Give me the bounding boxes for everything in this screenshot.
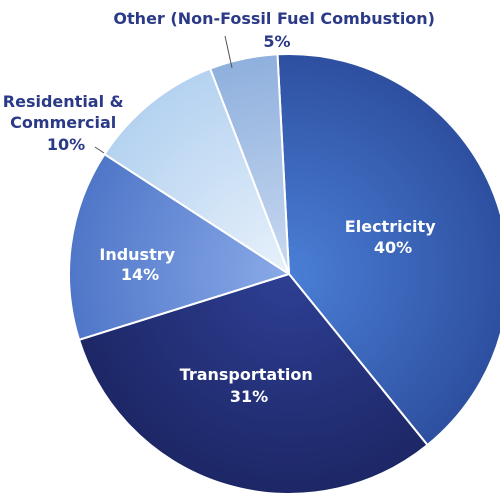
label-other: Other (Non-Fossil Fuel Combustion) 5% (113, 9, 440, 51)
label-residential-line1: Residential & (3, 92, 124, 111)
pie-slice-transportation (78, 273, 429, 495)
label-electricity-name: Electricity (345, 217, 436, 236)
label-residential-commercial: Residential & Commercial 10% (3, 92, 129, 154)
label-electricity-value: 40% (374, 238, 412, 257)
label-industry-value: 14% (121, 265, 159, 284)
pie-slices (68, 53, 500, 495)
label-industry: Industry 14% (99, 245, 180, 284)
leader-lines (94, 35, 233, 154)
label-electricity: Electricity 40% (345, 217, 441, 257)
label-residential-value: 10% (47, 135, 85, 154)
label-other-value: 5% (263, 32, 290, 51)
label-industry-name: Industry (99, 245, 175, 264)
label-transportation: Transportation 31% (180, 365, 319, 406)
label-transportation-name: Transportation (180, 365, 313, 384)
label-residential-line2: Commercial (10, 113, 116, 132)
pie-slice-other-non-fossil-fuel-combustion (209, 53, 290, 275)
leader-line-other (224, 35, 233, 69)
pie-slice-electricity (276, 53, 500, 446)
pie-slice-residential-commercial (103, 67, 290, 275)
leader-line-residential (94, 146, 105, 154)
pie-slice-industry (68, 153, 290, 341)
label-other-name: Other (Non-Fossil Fuel Combustion) (113, 9, 435, 28)
label-transportation-value: 31% (230, 387, 268, 406)
slice-labels: Electricity 40% Transportation 31% Indus… (3, 9, 441, 406)
